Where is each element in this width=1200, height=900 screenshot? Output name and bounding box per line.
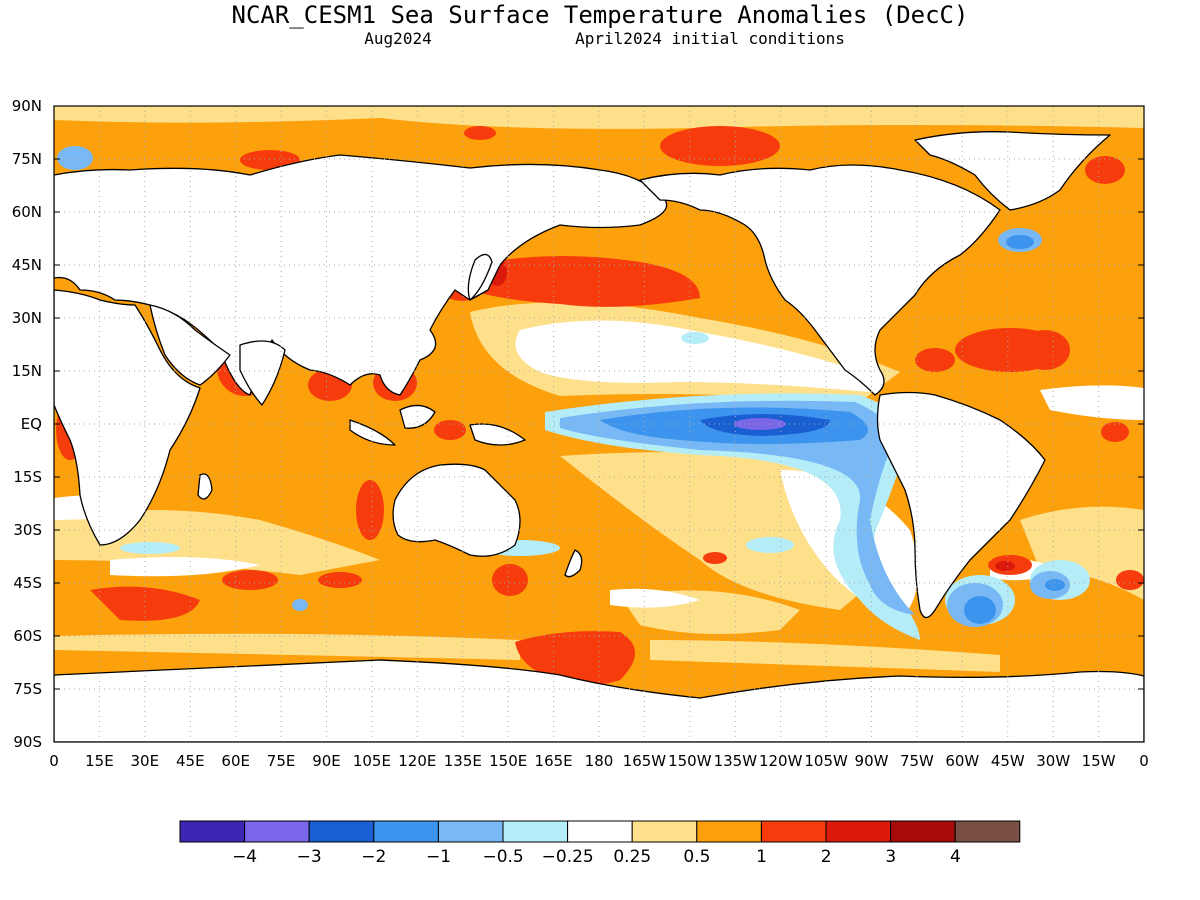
- graticule: [54, 106, 1144, 742]
- lat-tick-label: 60S: [13, 627, 42, 645]
- colorbar-swatch: [179, 820, 246, 843]
- lat-tick-label: 15N: [12, 362, 42, 380]
- lon-tick-label: 75W: [900, 752, 934, 770]
- colorbar-swatch: [373, 820, 439, 843]
- colorbar-swatch: [696, 820, 762, 843]
- colorbar-label: 4: [950, 847, 961, 867]
- lon-tick-label: 90W: [855, 752, 889, 770]
- colorbar-label: 1: [756, 847, 767, 867]
- lon-tick-label: 150W: [668, 752, 712, 770]
- lat-tick-label: 75N: [12, 150, 42, 168]
- lat-labels: 90N 75N 60N 45N 30N 15N EQ 15S 30S 45S 6…: [12, 97, 42, 751]
- india: [239, 340, 286, 406]
- lon-tick-label: 135E: [444, 752, 482, 770]
- subtitle-init: April2024 initial conditions: [575, 29, 845, 48]
- lon-tick-label: 120E: [398, 752, 436, 770]
- colorbar-swatch: [631, 820, 698, 843]
- lat-tick-label: 90S: [13, 733, 42, 751]
- frame-ticks: [54, 105, 1144, 743]
- japan: [467, 253, 493, 301]
- colorbar-label: −4: [232, 847, 257, 867]
- lat-tick-label: 15S: [13, 468, 42, 486]
- lon-tick-label: 15W: [1082, 752, 1116, 770]
- colorbar-swatch: [437, 820, 504, 843]
- lon-tick-label: 30E: [131, 752, 160, 770]
- lon-tick-label: 0: [49, 752, 59, 770]
- map-panel: [54, 106, 1144, 742]
- greenland: [914, 131, 1111, 211]
- colorbar-label: −0.25: [542, 847, 594, 867]
- lat-tick-label: 60N: [12, 203, 42, 221]
- colorbar-swatch: [760, 820, 827, 843]
- lon-tick-label: 165W: [623, 752, 667, 770]
- lat-tick-label: 90N: [12, 97, 42, 115]
- lat-tick-label: 75S: [13, 680, 42, 698]
- colorbar-label: −0.5: [482, 847, 523, 867]
- colorbar: −4 −3 −2 −1 −0.5 −0.25 0.25 0.5 1 2 3 4: [179, 820, 1021, 867]
- colorbar-label: −1: [426, 847, 451, 867]
- madagascar: [197, 473, 213, 500]
- lat-tick-label: 45N: [12, 256, 42, 274]
- colorbar-label: 3: [885, 847, 896, 867]
- lon-tick-label: 90E: [312, 752, 341, 770]
- colorbar-swatches: [179, 820, 1021, 843]
- colorbar-swatch: [244, 820, 310, 843]
- lon-tick-label: 30W: [1036, 752, 1070, 770]
- eurasia: [54, 154, 668, 396]
- lat-tick-label: EQ: [21, 415, 42, 433]
- lon-tick-label: 105W: [804, 752, 848, 770]
- colorbar-swatch: [890, 820, 956, 843]
- colorbar-swatch: [954, 820, 1021, 843]
- lon-tick-label: 75E: [267, 752, 296, 770]
- lon-tick-label: 105E: [353, 752, 391, 770]
- south-america: [876, 391, 1046, 619]
- colorbar-swatch: [567, 820, 633, 843]
- lat-tick-label: 30S: [13, 521, 42, 539]
- colorbar-label: 0.5: [683, 847, 710, 867]
- north-america: [639, 164, 1001, 396]
- colorbar-label: −3: [297, 847, 322, 867]
- subtitle-date: Aug2024: [364, 29, 431, 48]
- lon-tick-label: 135W: [714, 752, 758, 770]
- lon-tick-label: 15E: [85, 752, 114, 770]
- colorbar-label: 0.25: [613, 847, 651, 867]
- arabia: [149, 304, 231, 386]
- lon-tick-label: 0: [1139, 752, 1149, 770]
- lon-tick-label: 180: [585, 752, 614, 770]
- lon-tick-label: 45W: [991, 752, 1025, 770]
- lon-tick-label: 120W: [759, 752, 803, 770]
- africa: [54, 289, 201, 546]
- lon-tick-label: 60W: [945, 752, 979, 770]
- lon-tick-label: 150E: [489, 752, 527, 770]
- lat-tick-label: 45S: [13, 574, 42, 592]
- lon-tick-label: 165E: [535, 752, 573, 770]
- map-title: NCAR_CESM1 Sea Surface Temperature Anoma…: [232, 1, 969, 29]
- lat-tick-label: 30N: [12, 309, 42, 327]
- lon-labels: 0 15E 30E 45E 60E 75E 90E 105E 120E 135E…: [49, 752, 1149, 770]
- lon-tick-label: 45E: [176, 752, 205, 770]
- colorbar-swatch: [502, 820, 569, 843]
- lon-tick-label: 60E: [221, 752, 250, 770]
- colorbar-labels: −4 −3 −2 −1 −0.5 −0.25 0.25 0.5 1 2 3 4: [232, 847, 961, 867]
- colorbar-label: −2: [361, 847, 386, 867]
- colorbar-label: 2: [821, 847, 832, 867]
- colorbar-swatch: [308, 820, 375, 843]
- new-zealand: [564, 549, 583, 578]
- colorbar-swatch: [825, 820, 892, 843]
- australia: [392, 463, 521, 557]
